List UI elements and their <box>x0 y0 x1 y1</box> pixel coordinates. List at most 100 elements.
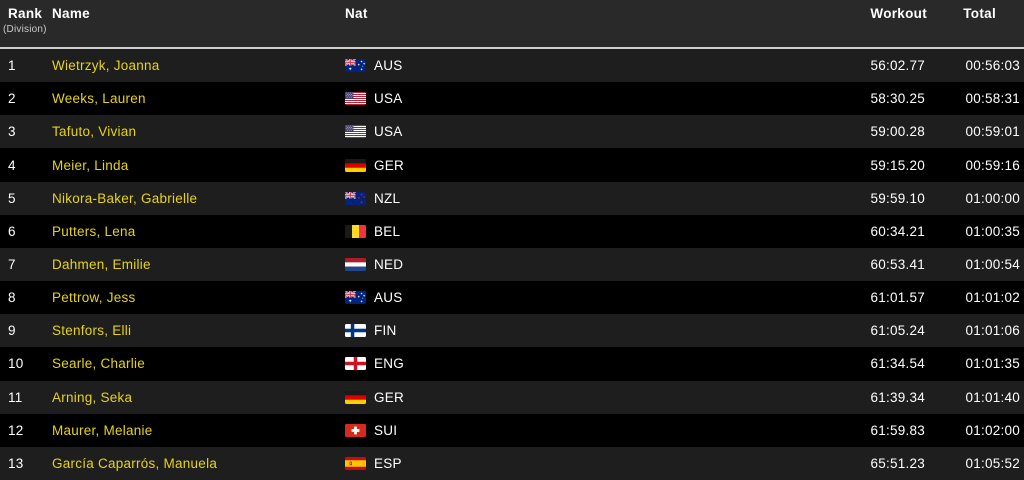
nationality-cell: USA <box>345 124 605 139</box>
total-time-cell: 01:00:35 <box>965 223 1020 239</box>
workout-time-cell: 61:01.57 <box>870 290 925 306</box>
workout-time-cell: 56:02.77 <box>870 58 925 74</box>
total-time-cell: 01:01:40 <box>965 389 1020 405</box>
rank-cell: 3 <box>8 124 16 140</box>
nationality-cell: SUI <box>345 423 605 438</box>
rank-cell: 1 <box>8 58 16 74</box>
workout-time-cell: 59:15.20 <box>870 157 925 173</box>
nationality-cell: FIN <box>345 323 605 338</box>
country-code: GER <box>374 389 405 405</box>
country-code: NED <box>374 257 404 273</box>
table-row[interactable]: 4 Meier, Linda GER 59:15.20 00:59:16 <box>0 148 1024 182</box>
flag-bel-icon <box>345 224 366 238</box>
table-row[interactable]: 5 Nikora-Baker, Gabrielle NZL 59:59.10 0… <box>0 181 1024 215</box>
nationality-cell: ENG <box>345 356 605 371</box>
table-row[interactable]: 13 García Caparrós, Manuela ESP 65:51.23… <box>0 446 1024 480</box>
rank-cell: 10 <box>8 356 24 372</box>
division-subheader: (Division) <box>3 24 47 35</box>
table-row[interactable]: 3 Tafuto, Vivian USA 59:00.28 00:59:01 <box>0 115 1024 149</box>
athlete-name-cell: Maurer, Melanie <box>52 422 153 438</box>
athlete-name-cell: Dahmen, Emilie <box>52 257 151 273</box>
flag-aus-icon <box>345 291 366 305</box>
table-row[interactable]: 2 Weeks, Lauren USA 58:30.25 00:58:31 <box>0 82 1024 116</box>
flag-ned-icon <box>345 258 366 272</box>
nationality-cell: ESP <box>345 456 605 471</box>
country-code: AUS <box>374 58 403 74</box>
table-row[interactable]: 8 Pettrow, Jess AUS 61:01.57 01:01:02 <box>0 281 1024 315</box>
country-code: USA <box>374 91 403 107</box>
table-row[interactable]: 6 Putters, Lena BEL 60:34.21 01:00:35 <box>0 214 1024 248</box>
athlete-name-cell: Weeks, Lauren <box>52 91 146 107</box>
total-time-cell: 01:01:35 <box>965 356 1020 372</box>
rank-cell: 11 <box>8 389 23 405</box>
athlete-name-cell: Nikora-Baker, Gabrielle <box>52 190 198 206</box>
total-time-cell: 01:01:06 <box>965 323 1020 339</box>
country-code: USA <box>374 124 403 140</box>
total-time-cell: 00:59:01 <box>965 124 1020 140</box>
nationality-cell: AUS <box>345 58 605 73</box>
flag-sui-icon <box>345 423 366 437</box>
workout-time-cell: 60:34.21 <box>870 223 925 239</box>
total-time-cell: 00:56:03 <box>965 58 1020 74</box>
total-time-cell: 00:58:31 <box>965 91 1020 107</box>
athlete-name-cell: Stenfors, Elli <box>52 323 132 339</box>
leaderboard-rows: 1 Wietrzyk, Joanna AUS 56:02.77 00:56:03… <box>0 49 1024 480</box>
nationality-cell: USA <box>345 91 605 106</box>
total-time-cell: 01:00:54 <box>965 257 1020 273</box>
column-header-rank: Rank <box>8 6 43 21</box>
athlete-name-cell: Tafuto, Vivian <box>52 124 137 140</box>
nationality-cell: GER <box>345 158 605 173</box>
rank-cell: 2 <box>8 91 16 107</box>
workout-time-cell: 65:51.23 <box>870 455 925 471</box>
country-code: SUI <box>374 422 398 438</box>
table-row[interactable]: 10 Searle, Charlie ENG 61:34.54 01:01:35 <box>0 347 1024 381</box>
table-row[interactable]: 12 Maurer, Melanie SUI 61:59.83 01:02:00 <box>0 413 1024 447</box>
total-time-cell: 01:05:52 <box>965 455 1020 471</box>
workout-time-cell: 61:39.34 <box>870 389 925 405</box>
athlete-name-cell: García Caparrós, Manuela <box>52 455 218 471</box>
total-time-cell: 01:02:00 <box>965 422 1020 438</box>
flag-ger-icon <box>345 390 366 404</box>
flag-nzl-icon <box>345 191 366 205</box>
workout-time-cell: 61:05.24 <box>870 323 925 339</box>
total-time-cell: 01:00:00 <box>965 190 1020 206</box>
leaderboard-header: Rank Name Nat Workout Total (Division) <box>0 0 1024 49</box>
column-header-workout: Workout <box>870 6 927 21</box>
table-row[interactable]: 1 Wietrzyk, Joanna AUS 56:02.77 00:56:03 <box>0 49 1024 83</box>
column-header-nat: Nat <box>345 6 368 21</box>
table-row[interactable]: 9 Stenfors, Elli FIN 61:05.24 01:01:06 <box>0 314 1024 348</box>
flag-esp-icon <box>345 456 366 470</box>
country-code: NZL <box>374 190 401 206</box>
rank-cell: 13 <box>8 455 24 471</box>
workout-time-cell: 59:59.10 <box>870 190 925 206</box>
rank-cell: 12 <box>8 422 24 438</box>
nationality-cell: NED <box>345 257 605 272</box>
rank-cell: 6 <box>8 223 16 239</box>
country-code: ESP <box>374 455 402 471</box>
athlete-name-cell: Searle, Charlie <box>52 356 146 372</box>
total-time-cell: 01:01:02 <box>965 290 1020 306</box>
country-code: AUS <box>374 290 403 306</box>
table-row[interactable]: 11 Arning, Seka GER 61:39.34 01:01:40 <box>0 380 1024 414</box>
column-header-total: Total <box>963 6 996 21</box>
flag-fin-icon <box>345 324 366 338</box>
athlete-name-cell: Pettrow, Jess <box>52 290 136 306</box>
nationality-cell: GER <box>345 390 605 405</box>
country-code: BEL <box>374 223 401 239</box>
country-code: ENG <box>374 356 405 372</box>
athlete-name-cell: Arning, Seka <box>52 389 133 405</box>
country-code: GER <box>374 157 405 173</box>
flag-aus-icon <box>345 59 366 73</box>
workout-time-cell: 60:53.41 <box>870 257 925 273</box>
rank-cell: 4 <box>8 157 16 173</box>
rank-cell: 5 <box>8 190 16 206</box>
table-row[interactable]: 7 Dahmen, Emilie NED 60:53.41 01:00:54 <box>0 247 1024 282</box>
flag-usa-icon <box>345 125 366 139</box>
nationality-cell: BEL <box>345 224 605 239</box>
rank-cell: 7 <box>8 257 16 273</box>
flag-eng-icon <box>345 357 366 371</box>
flag-usa-icon <box>345 92 366 106</box>
total-time-cell: 00:59:16 <box>965 157 1020 173</box>
workout-time-cell: 58:30.25 <box>870 91 925 107</box>
